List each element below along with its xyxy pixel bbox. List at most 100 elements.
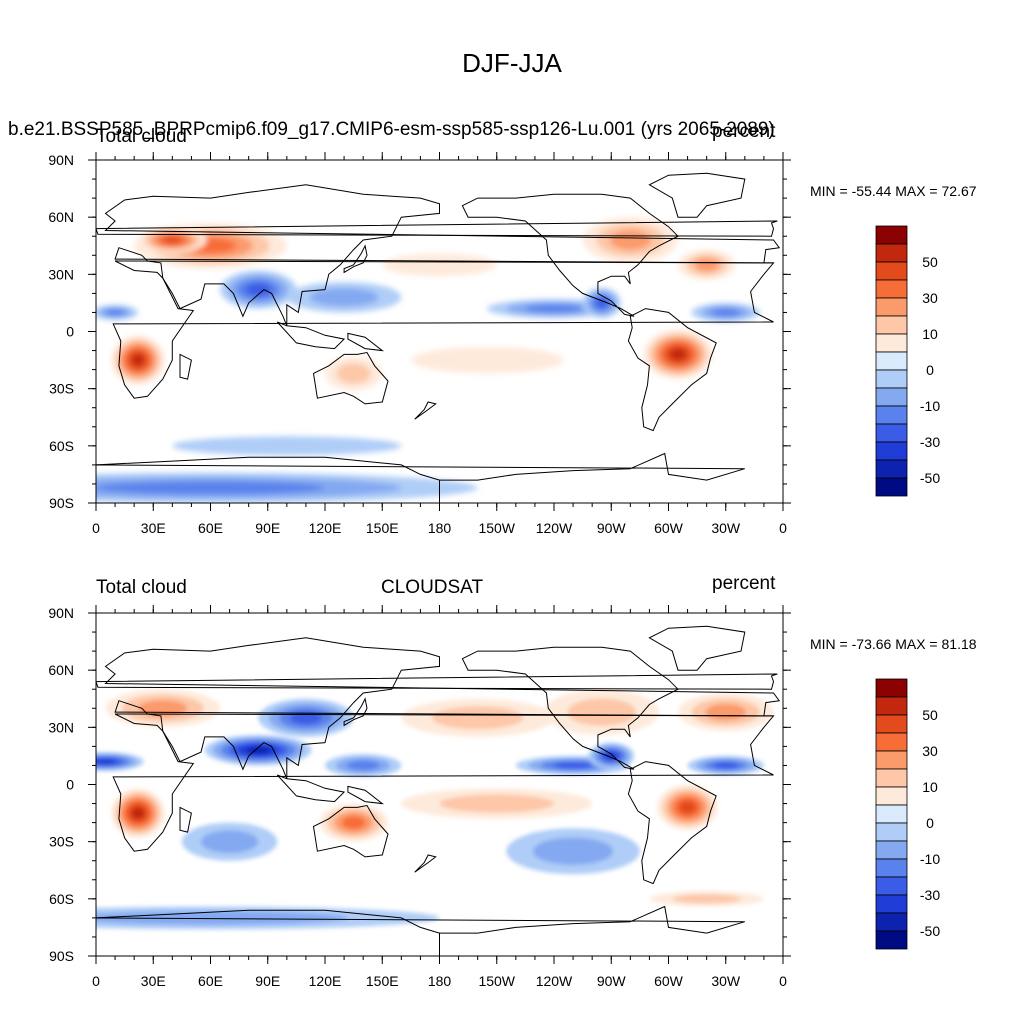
bottom-left-label: Total cloud	[96, 577, 187, 598]
bottom-india-monsoon-contour-6	[245, 746, 271, 754]
top-colorbar-box	[875, 333, 908, 353]
top-w-pacific-blue-contour-2	[309, 288, 379, 307]
top-minmax: MIN = -55.44 MAX = 72.67	[810, 183, 977, 199]
bottom-australia-contour-4	[342, 816, 366, 829]
bottom-lon-label: 0	[92, 973, 100, 989]
bottom-lat-label: 90N	[48, 605, 74, 621]
top-coast-madagascar	[179, 353, 192, 380]
top-lon-label: 90W	[597, 520, 627, 536]
bottom-colorbar-box	[875, 786, 908, 806]
top-lon-label: 0	[92, 520, 100, 536]
top-colorbar-label: 30	[922, 290, 938, 306]
bottom-lon-label: 30W	[711, 973, 741, 989]
bottom-lon-label: 30E	[141, 973, 166, 989]
top-colorbar-box	[875, 369, 908, 389]
bottom-lat-label: 90S	[49, 948, 74, 964]
bottom-lat-label: 60S	[49, 891, 74, 907]
top-n-america-east-contour-3	[609, 230, 651, 250]
top-lon-label: 30W	[711, 520, 741, 536]
bottom-colorbar-box	[875, 804, 908, 824]
top-lon-label: 180	[428, 520, 452, 536]
top-coast-japan	[343, 244, 368, 274]
top-lon-label: 120W	[536, 520, 573, 536]
top-map: 90N 60N 30N 0 30S 60S 90S 0 30E 60E 90E 120E 150E 180…	[48, 152, 791, 536]
top-coast-australia	[312, 351, 389, 405]
bottom-right-label: percent	[712, 573, 776, 594]
top-coast-s-america	[627, 308, 717, 432]
top-n-pacific-red-contour-1	[382, 253, 497, 277]
top-colorbar-label: -10	[920, 398, 940, 414]
top-colorbar-box	[875, 243, 908, 263]
bottom-n-pacific-red-contour-2	[431, 706, 524, 730]
top-coastlines	[96, 172, 781, 503]
top-africa-sahel-contour-3	[105, 309, 125, 316]
bottom-lon-label: 120W	[536, 973, 573, 989]
bottom-lat-label: 0	[66, 777, 74, 793]
bottom-colorbar-box	[875, 894, 908, 914]
top-colorbar-label: -50	[920, 470, 940, 486]
bottom-s-ocean-red-contour-2	[672, 894, 742, 904]
top-colorbar-box	[875, 477, 908, 497]
bottom-coast-s-america	[627, 761, 717, 885]
bottom-colorbar-box	[875, 696, 908, 716]
top-colorbar: 50 30 10 0 -10 -30 -50	[875, 225, 940, 497]
bottom-colorbar: 50 30 10 0 -10 -30 -50	[875, 678, 940, 950]
bottom-s-pacific-red-contour-2	[439, 794, 554, 813]
top-coast-nz	[414, 401, 437, 420]
top-atlantic-itcz-contour-3	[711, 308, 741, 317]
top-south-america-contour-6	[670, 348, 686, 361]
bottom-n-america-contour-2	[567, 698, 637, 726]
bottom-coast-africa	[112, 713, 775, 852]
bottom-lat-label: 30N	[48, 719, 74, 735]
top-colorbar-box	[875, 351, 908, 371]
bottom-coast-madagascar	[179, 806, 192, 833]
top-colorbar-label: 0	[926, 362, 934, 378]
bottom-lon-label: 180	[428, 973, 452, 989]
top-lon-label: 90E	[255, 520, 280, 536]
top-lon-label: 30E	[141, 520, 166, 536]
top-center-label: b.e21.BSSP585_BPRPcmip6.f09_g17.CMIP6-es…	[8, 119, 775, 140]
bottom-atlantic-itcz-contour-4	[713, 762, 739, 769]
bottom-coast-japan	[343, 697, 368, 727]
bottom-north-atlantic-contour-3	[705, 703, 747, 721]
bottom-colorbar-box	[875, 750, 908, 770]
bottom-center-label: CLOUDSAT	[381, 577, 484, 598]
top-colorbar-box	[875, 279, 908, 299]
bottom-coast-antarctica-w	[96, 905, 745, 956]
top-s-pacific-red-contour-1	[410, 346, 564, 374]
bottom-lon-label: 120E	[309, 973, 342, 989]
bottom-lon-label: 90W	[597, 973, 627, 989]
bottom-lon-label: 60E	[198, 973, 223, 989]
bottom-coast-nz	[414, 854, 437, 873]
bottom-lon-label: 60W	[654, 973, 684, 989]
bottom-colorbar-label: 50	[922, 707, 938, 723]
bottom-colorbar-label: -10	[920, 851, 940, 867]
top-lat-label: 60S	[49, 438, 74, 454]
figure-title: DJF-JJA	[462, 48, 562, 78]
top-lat-label: 90S	[49, 495, 74, 511]
top-lat-label: 60N	[48, 209, 74, 225]
top-coast-n-america	[461, 193, 679, 317]
top-colorbar-box	[875, 441, 908, 461]
bottom-lon-label: 150E	[366, 973, 399, 989]
bottom-e-pacific-itcz-contour-4	[554, 762, 593, 769]
bottom-coast-australia	[312, 804, 389, 858]
top-s-ocean-blue-contour-1	[172, 436, 402, 456]
bottom-s-indian-blue-contour-2	[200, 830, 259, 854]
bottom-colorbar-box	[875, 840, 908, 860]
bottom-colorbar-label: 30	[922, 743, 938, 759]
bottom-coast-n-america	[461, 646, 679, 770]
top-colorbar-label: 10	[922, 326, 938, 342]
top-coast-africa	[112, 260, 775, 399]
top-eurasia-core-contour-5	[162, 236, 182, 244]
bottom-colorbar-box	[875, 714, 908, 734]
top-north-atlantic-contour-3	[694, 258, 719, 272]
top-left-label: Total cloud	[96, 126, 187, 147]
top-lon-label: 60E	[198, 520, 223, 536]
bottom-coast-new-guinea	[347, 785, 385, 805]
bottom-colorbar-box	[875, 912, 908, 932]
bottom-map: 90N 60N 30N 0 30S 60S 90S 0 30E 60E 90E 120E 150E 180…	[48, 605, 791, 989]
top-colorbar-box	[875, 315, 908, 335]
top-lon-label: 150W	[478, 520, 515, 536]
